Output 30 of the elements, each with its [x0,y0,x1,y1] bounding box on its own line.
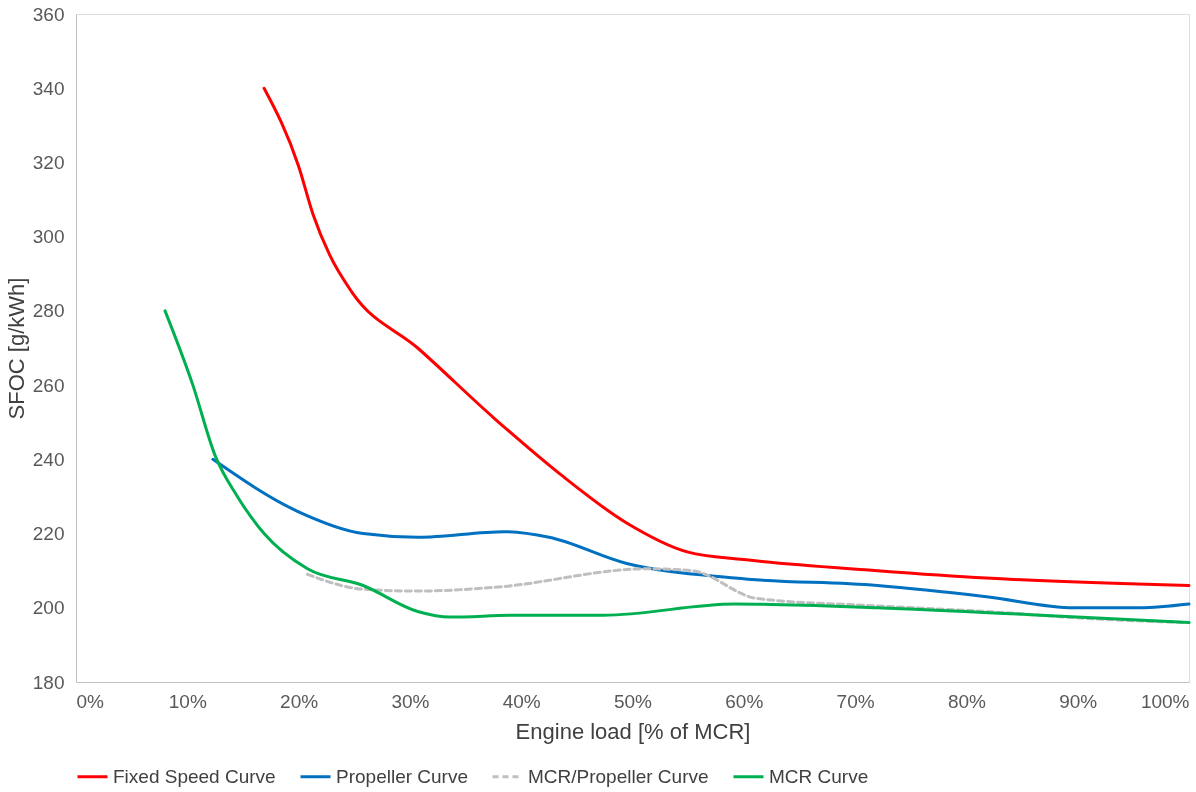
x-tick-label: 90% [1059,690,1098,712]
y-tick-label: 280 [32,300,65,322]
x-tick-label: 100% [1140,690,1190,712]
x-axis-title: Engine load [% of MCR] [515,718,751,744]
x-tick-label: 70% [836,690,875,712]
y-tick-label: 220 [32,523,65,545]
line-series [211,457,1191,610]
y-tick-label: 240 [32,448,65,470]
x-tick-label: 60% [725,690,764,712]
y-tick-label: 200 [32,597,65,619]
y-tick-label: 180 [32,671,65,693]
line-series [262,86,1191,588]
line-series [163,309,1191,625]
legend-label: MCR Curve [769,765,869,787]
x-tick-label: 40% [502,690,541,712]
y-tick-label: 260 [32,374,65,396]
y-tick-label: 300 [32,226,65,248]
x-tick-label: 20% [280,690,319,712]
y-tick-label: 340 [32,77,65,99]
x-tick-label: 0% [76,690,105,712]
x-tick-label: 10% [168,690,207,712]
y-tick-label: 320 [32,151,65,173]
x-tick-label: 80% [947,690,987,712]
y-tick-label: 360 [32,3,65,25]
legend-label: Propeller Curve [336,765,468,787]
legend-label: MCR/Propeller Curve [528,765,709,787]
legend-label: Fixed Speed Curve [113,765,276,787]
x-tick-label: 30% [391,690,430,712]
x-tick-label: 50% [613,690,653,712]
y-axis-title: SFOC [g/kWh] [3,277,29,420]
